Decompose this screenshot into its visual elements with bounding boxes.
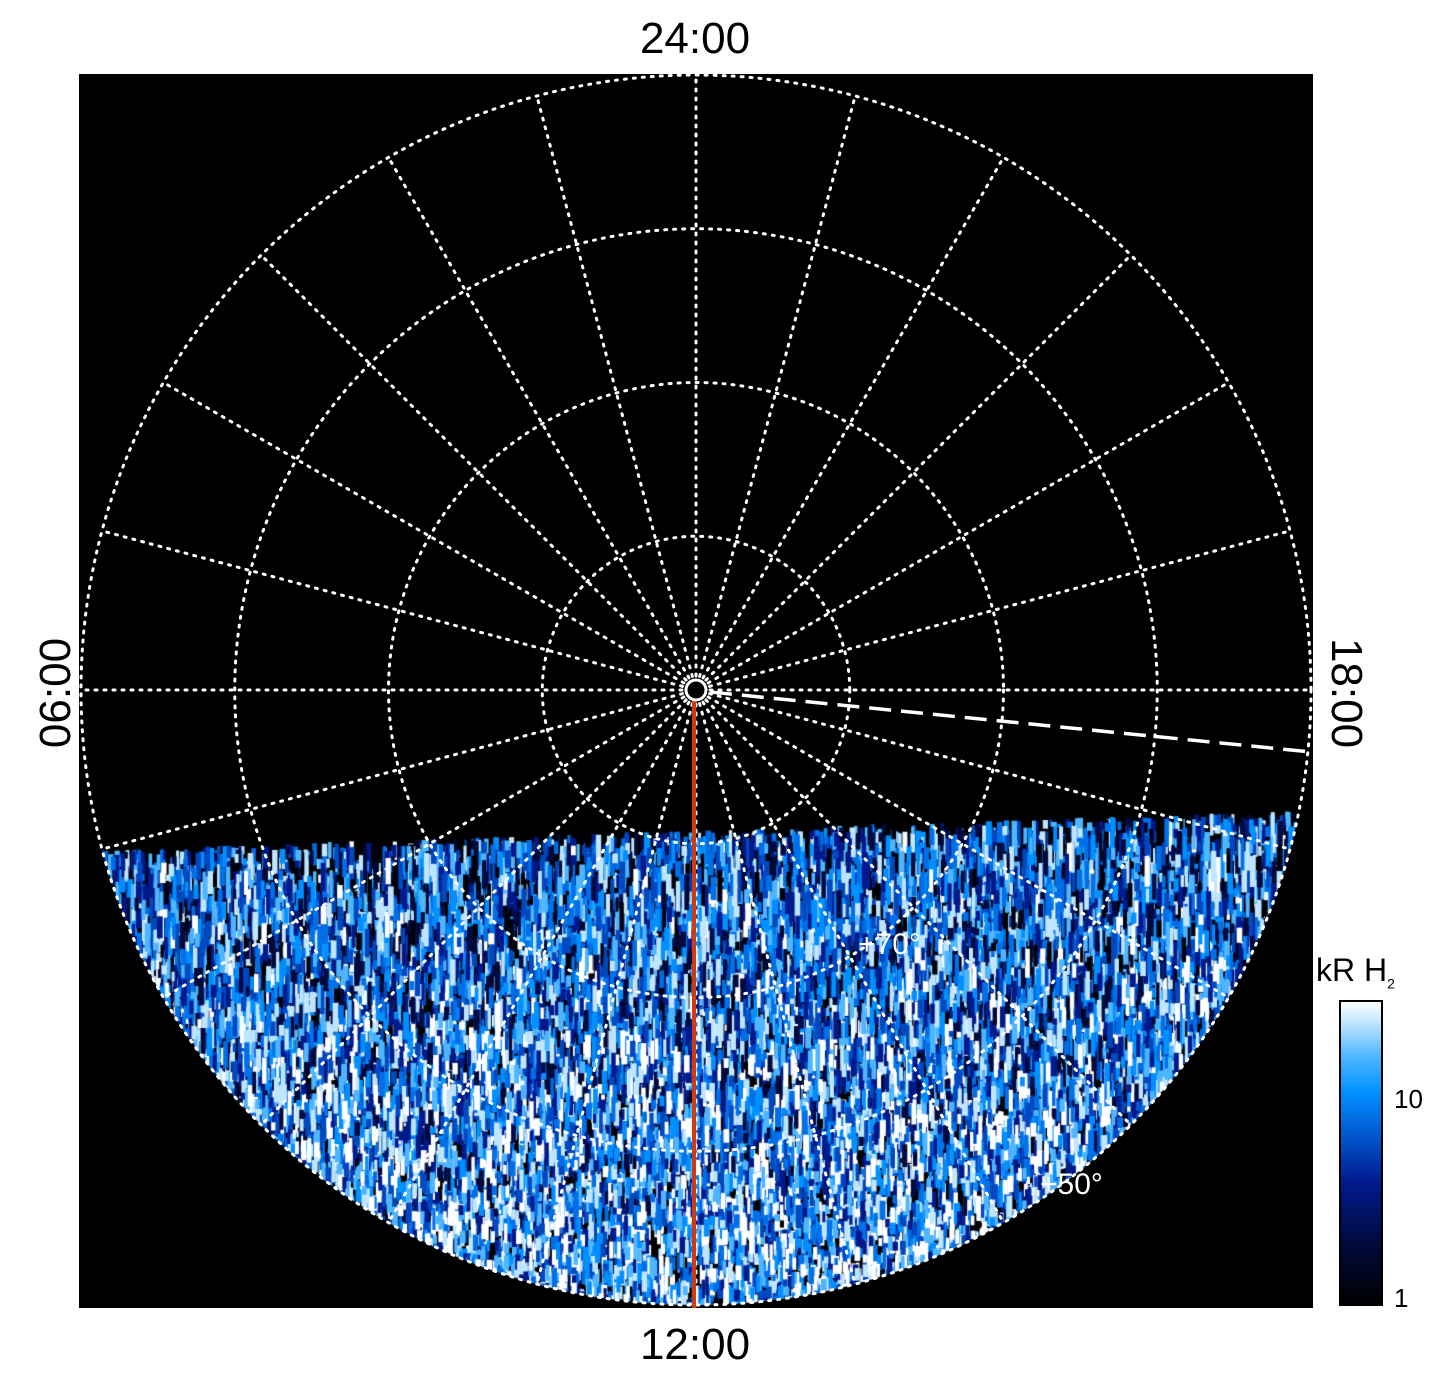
colorbar bbox=[1339, 1000, 1383, 1306]
meridian-line bbox=[706, 381, 1231, 685]
meridian-line bbox=[701, 155, 1005, 680]
polar-grid bbox=[79, 74, 1313, 1308]
colorbar-title-subscript: 2 bbox=[1387, 975, 1395, 992]
lt-label-right: 18:00 bbox=[1322, 637, 1371, 749]
meridian-line bbox=[704, 253, 1133, 682]
colorbar-tick-1: 1 bbox=[1394, 1283, 1409, 1313]
lt-label-left: 06:00 bbox=[31, 637, 80, 749]
meridian-line bbox=[161, 695, 686, 999]
colorbar-title: kR H2 bbox=[1316, 952, 1395, 991]
lt-label-bottom: 12:00 bbox=[639, 1320, 751, 1369]
meridian-line bbox=[259, 698, 688, 1127]
lat-label-70: +70° bbox=[858, 928, 921, 961]
meridian-line bbox=[708, 529, 1292, 688]
colorbar-tick-10: 10 bbox=[1394, 1084, 1423, 1114]
meridian-line bbox=[387, 155, 691, 680]
meridian-line bbox=[708, 692, 1292, 851]
meridian-line bbox=[100, 529, 684, 688]
latitude-ring-70 bbox=[387, 381, 1005, 999]
meridian-line bbox=[161, 381, 686, 685]
meridian-line bbox=[704, 698, 1133, 1127]
meridian-line bbox=[387, 700, 691, 1225]
meridian-line bbox=[698, 702, 857, 1286]
meridian-line bbox=[100, 692, 684, 851]
lat-label-50: +50° bbox=[1040, 1168, 1103, 1201]
latitude-ring-60 bbox=[233, 227, 1159, 1153]
colorbar-title-text: kR H bbox=[1316, 952, 1388, 988]
lt-label-top: 24:00 bbox=[639, 14, 751, 63]
meridian-line bbox=[706, 695, 1231, 999]
meridian-line bbox=[535, 702, 694, 1286]
dashed-reference-line bbox=[709, 690, 1309, 754]
pole-marker bbox=[684, 678, 708, 702]
meridian-line bbox=[701, 700, 1005, 1225]
latitude-ring-80 bbox=[540, 534, 852, 846]
meridian-line bbox=[698, 94, 857, 678]
meridian-line bbox=[535, 94, 694, 678]
plot-area bbox=[79, 74, 1313, 1308]
meridian-line bbox=[259, 253, 688, 682]
